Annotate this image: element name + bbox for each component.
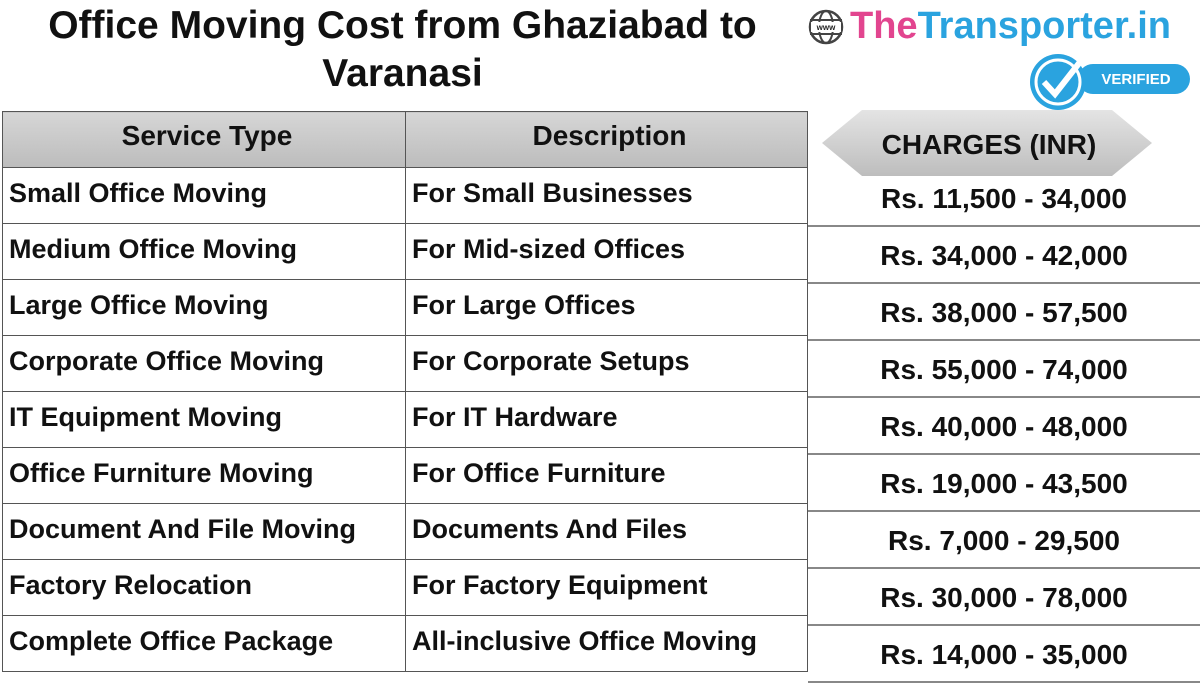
- service-cell: Complete Office Package: [2, 615, 406, 672]
- brand-prefix: The: [850, 5, 918, 47]
- table-row: Factory Relocation For Factory Equipment: [2, 559, 808, 616]
- charges-header: CHARGES (INR): [822, 110, 1152, 176]
- logo: www TheTransporter.in VERIFIED: [806, 4, 1200, 114]
- charge-cell: Rs. 7,000 - 29,500: [808, 512, 1200, 569]
- description-cell: For Corporate Setups: [405, 335, 808, 392]
- globe-text: www: [816, 23, 836, 32]
- description-cell: For Large Offices: [405, 279, 808, 336]
- charge-cell: Rs. 30,000 - 78,000: [808, 569, 1200, 626]
- description-cell: All-inclusive Office Moving: [405, 615, 808, 672]
- brand: TheTransporter.in: [850, 4, 1171, 48]
- table-row: Complete Office Package All-inclusive Off…: [2, 615, 808, 672]
- charge-cell: Rs. 14,000 - 35,000: [808, 626, 1200, 683]
- service-cell: Medium Office Moving: [2, 223, 406, 280]
- table-row: Large Office Moving For Large Offices: [2, 279, 808, 336]
- service-cell: Office Furniture Moving: [2, 447, 406, 504]
- verified-badge: VERIFIED: [1030, 54, 1190, 110]
- description-cell: For IT Hardware: [405, 391, 808, 448]
- header-row: Service Type Description: [2, 111, 808, 168]
- charge-cell: Rs. 19,000 - 43,500: [808, 455, 1200, 512]
- service-cell: Large Office Moving: [2, 279, 406, 336]
- service-cell: IT Equipment Moving: [2, 391, 406, 448]
- description-cell: Documents And Files: [405, 503, 808, 560]
- description-cell: For Mid-sized Offices: [405, 223, 808, 280]
- globe-icon: www: [808, 9, 844, 45]
- table-row: Corporate Office Moving For Corporate Set…: [2, 335, 808, 392]
- brand-suffix: Transporter.in: [917, 5, 1171, 47]
- title: Office Moving Cost from Ghaziabad to Var…: [48, 4, 757, 95]
- table-row: Small Office Moving For Small Businesses: [2, 167, 808, 224]
- description-cell: For Factory Equipment: [405, 559, 808, 616]
- badge-text: VERIFIED: [1101, 71, 1170, 88]
- charge-cell: Rs. 34,000 - 42,000: [808, 227, 1200, 284]
- charge-cell: Rs. 38,000 - 57,500: [808, 284, 1200, 341]
- column-header: Description: [405, 111, 808, 168]
- service-cell: Corporate Office Moving: [2, 335, 406, 392]
- charge-cell: Rs. 55,000 - 74,000: [808, 341, 1200, 398]
- table-row: IT Equipment Moving For IT Hardware: [2, 391, 808, 448]
- description-cell: For Office Furniture: [405, 447, 808, 504]
- charge-cell: Rs. 11,500 - 34,000: [808, 170, 1200, 227]
- table-row: Medium Office Moving For Mid-sized Office…: [2, 223, 808, 280]
- service-cell: Small Office Moving: [2, 167, 406, 224]
- charges-title: CHARGES (INR): [882, 129, 1097, 160]
- table-body: Small Office Moving For Small Businesses M…: [2, 167, 808, 672]
- table-row: Document And File Moving Documents And Fi…: [2, 503, 808, 560]
- table-row: Office Furniture Moving For Office Furnit…: [2, 447, 808, 504]
- column-header: Service Type: [2, 111, 406, 168]
- description-cell: For Small Businesses: [405, 167, 808, 224]
- charge-cell: Rs. 40,000 - 48,000: [808, 398, 1200, 455]
- service-cell: Factory Relocation: [2, 559, 406, 616]
- service-table: Service Type Description Small Office Mov…: [2, 111, 808, 672]
- service-cell: Document And File Moving: [2, 503, 406, 560]
